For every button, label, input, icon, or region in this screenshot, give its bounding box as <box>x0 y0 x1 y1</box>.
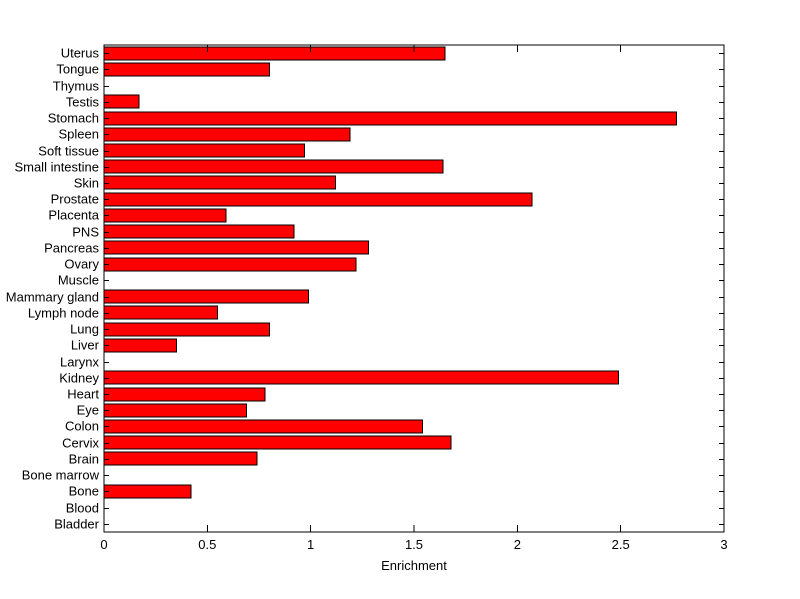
category-label-larynx: Larynx <box>60 355 100 370</box>
category-label-eye: Eye <box>77 403 99 418</box>
category-label-stomach: Stomach <box>48 111 99 126</box>
category-label-testis: Testis <box>66 95 100 110</box>
category-label-uterus: Uterus <box>61 46 100 61</box>
bar-prostate <box>103 192 533 207</box>
bar-small-intestine <box>103 159 444 174</box>
category-label-heart: Heart <box>67 387 99 402</box>
category-label-lymph-node: Lymph node <box>28 306 99 321</box>
bar-eye <box>103 403 248 418</box>
category-label-muscle: Muscle <box>58 273 99 288</box>
bar-skin <box>103 175 336 190</box>
category-label-soft-tissue: Soft tissue <box>38 144 99 159</box>
bar-pancreas <box>103 240 370 255</box>
category-label-bladder: Bladder <box>54 517 99 532</box>
category-label-kidney: Kidney <box>59 371 99 386</box>
bar-brain <box>103 451 258 466</box>
bar-liver <box>103 338 177 353</box>
bar-stomach <box>103 111 677 126</box>
category-label-tongue: Tongue <box>56 62 99 77</box>
bar-placenta <box>103 208 227 223</box>
bar-colon <box>103 419 423 434</box>
category-label-blood: Blood <box>66 501 99 516</box>
category-label-colon: Colon <box>65 419 99 434</box>
x-axis-label: Enrichment <box>381 558 447 573</box>
category-label-pancreas: Pancreas <box>44 241 99 256</box>
bar-mammary-gland <box>103 289 310 304</box>
bar-soft-tissue <box>103 143 305 158</box>
x-tick-label: 2.5 <box>612 537 630 552</box>
bar-pns <box>103 224 295 239</box>
category-label-lung: Lung <box>70 322 99 337</box>
bar-kidney <box>103 370 620 385</box>
category-label-skin: Skin <box>74 176 99 191</box>
x-tick-label: 2 <box>514 537 521 552</box>
bar-spleen <box>103 127 351 142</box>
bar-lung <box>103 322 270 337</box>
category-label-ovary: Ovary <box>64 257 99 272</box>
category-label-mammary-gland: Mammary gland <box>6 290 99 305</box>
category-label-prostate: Prostate <box>51 192 99 207</box>
category-label-pns: PNS <box>72 225 99 240</box>
category-label-brain: Brain <box>69 452 99 467</box>
bar-cervix <box>103 435 452 450</box>
bar-lymph-node <box>103 305 219 320</box>
category-label-spleen: Spleen <box>59 127 99 142</box>
x-tick-label: 1 <box>307 537 314 552</box>
x-tick-label: 0 <box>100 537 107 552</box>
category-label-liver: Liver <box>71 338 100 353</box>
bar-bone <box>103 484 192 499</box>
x-tick-label: 0.5 <box>198 537 216 552</box>
category-label-thymus: Thymus <box>53 79 100 94</box>
x-tick-label: 3 <box>720 537 727 552</box>
bar-testis <box>103 94 140 109</box>
category-label-bone: Bone <box>69 484 99 499</box>
x-tick-label: 1.5 <box>405 537 423 552</box>
category-label-bone-marrow: Bone marrow <box>22 468 100 483</box>
bar-ovary <box>103 257 357 272</box>
category-label-cervix: Cervix <box>62 436 99 451</box>
category-label-placenta: Placenta <box>48 208 99 223</box>
bar-tongue <box>103 62 270 77</box>
category-label-small-intestine: Small intestine <box>14 160 99 175</box>
bar-heart <box>103 387 266 402</box>
bar-uterus <box>103 46 446 61</box>
plot-area <box>104 45 724 532</box>
